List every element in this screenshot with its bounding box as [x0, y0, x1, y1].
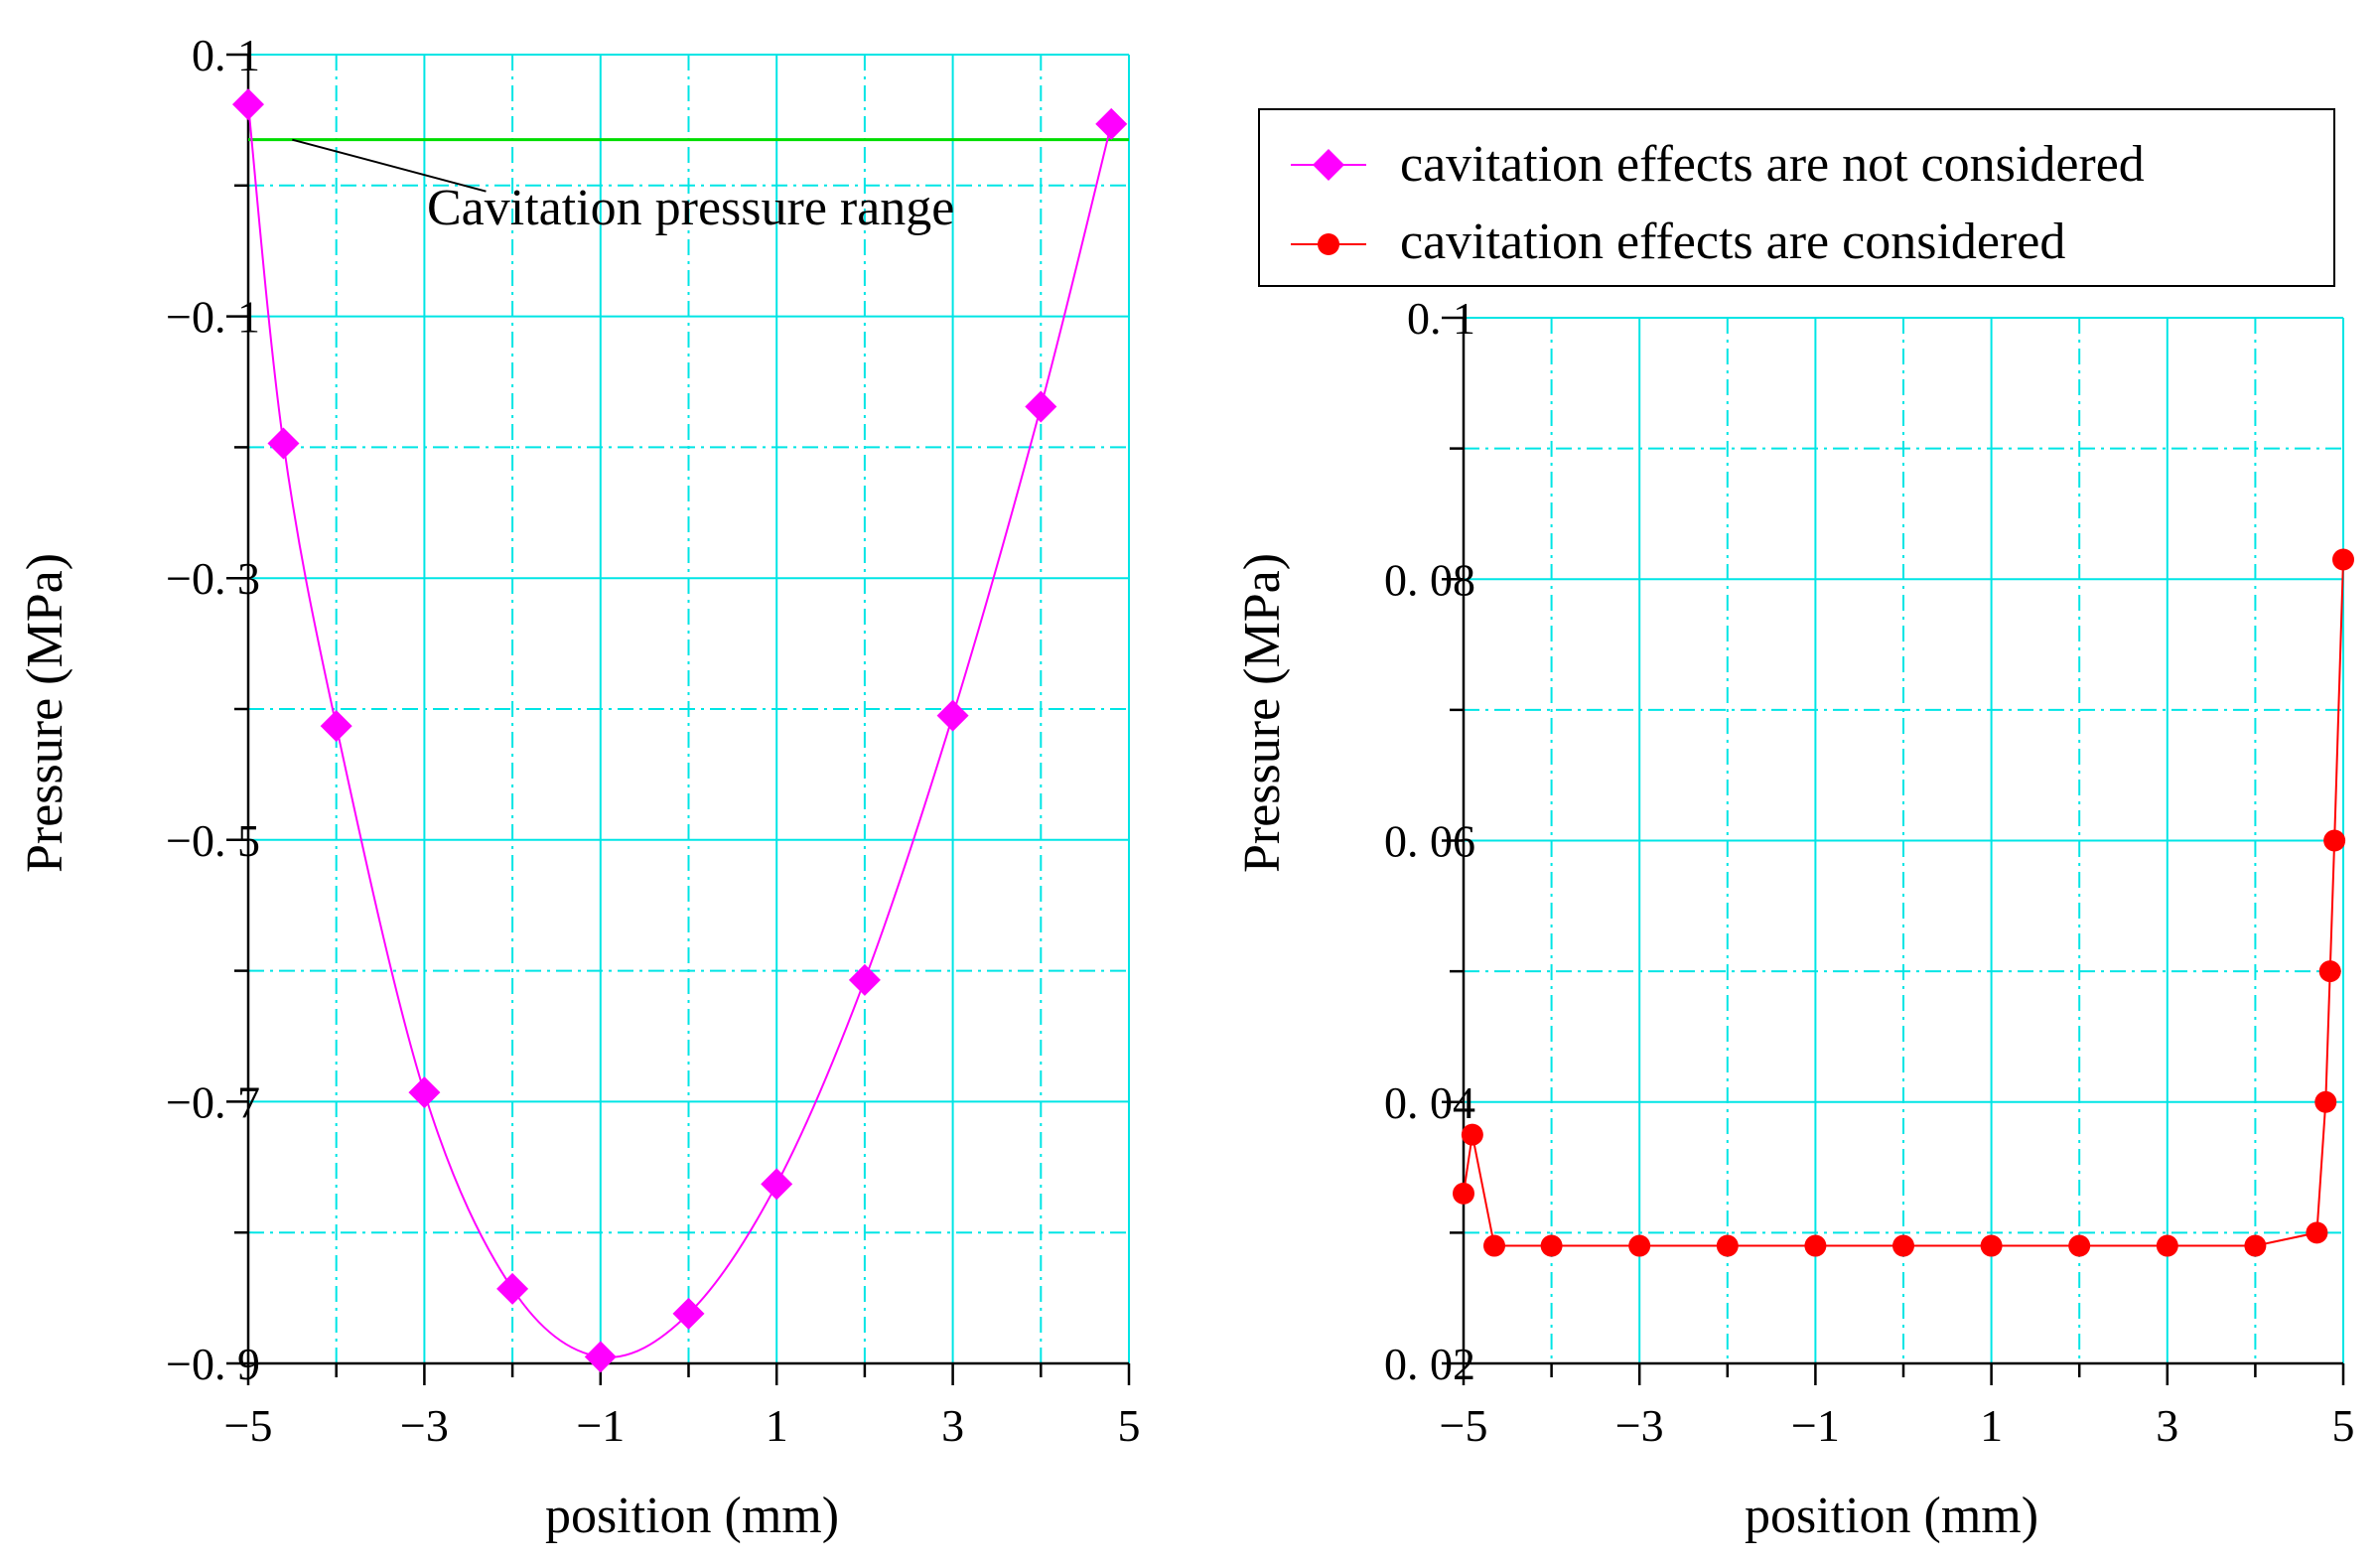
legend-label-considered: cavitation effects are considered [1400, 214, 2065, 270]
right-chart-circle-point [1483, 1234, 1506, 1257]
right-chart-circle-point [1540, 1234, 1563, 1257]
right-chart-tick-labels: −5 −3 −1 1 3 5 0. 1 0. 08 0. 06 0. 04 0. 02 [1384, 293, 2355, 1451]
right-chart-x-tick-label: 1 [1980, 1400, 2003, 1451]
left-chart-series-line [247, 103, 1113, 1358]
right-chart-x-tick-label: −5 [1440, 1400, 1488, 1451]
right-chart-y-tick-label: 0. 1 [1407, 293, 1475, 344]
right-chart-x-tick-label: −1 [1791, 1400, 1840, 1451]
left-chart-axes [226, 53, 1131, 1385]
circle-marker-icon [1318, 233, 1339, 255]
right-chart-grid [1464, 317, 2344, 1364]
left-chart-x-tick-label: 1 [766, 1400, 788, 1451]
cavitation-annotation: Cavitation pressure range [248, 138, 1129, 236]
right-chart-circle-point [2244, 1234, 2267, 1257]
left-chart: −5 −3 −1 1 3 5 0. 1 −0. 1 −0. 3 −0. 5 −0. 7 −0. 9 C… [17, 30, 1141, 1544]
left-chart-diamond-point [232, 88, 264, 121]
right-chart-y-tick-label: 0. 04 [1384, 1077, 1475, 1128]
right-chart-circle-point [1716, 1234, 1739, 1257]
left-chart-diamond-point [848, 963, 881, 996]
left-chart-series [232, 88, 1128, 1373]
legend-label-not-considered: cavitation effects are not considered [1400, 136, 2145, 193]
right-chart: −5 −3 −1 1 3 5 0. 1 0. 08 0. 06 0. 04 0. 02 positi… [1234, 293, 2355, 1544]
left-chart-diamond-point [936, 699, 969, 732]
right-chart-circle-point [2323, 829, 2346, 852]
right-chart-circle-point [1980, 1234, 2003, 1257]
right-chart-circle-point [2306, 1221, 2328, 1244]
left-chart-x-tick-label: −3 [400, 1400, 449, 1451]
left-chart-x-tick-label: 3 [941, 1400, 964, 1451]
left-chart-diamond-point [584, 1341, 617, 1373]
cavitation-annotation-leader [292, 138, 487, 193]
right-chart-circle-point [2332, 548, 2354, 571]
left-chart-tick-labels: −5 −3 −1 1 3 5 0. 1 −0. 1 −0. 3 −0. 5 −0. 7 −0. 9 [166, 30, 1140, 1451]
left-chart-y-tick-label: −0. 3 [166, 553, 260, 604]
left-chart-y-axis-title: Pressure (MPa) [17, 553, 73, 873]
right-chart-circle-point [1628, 1234, 1651, 1257]
legend-box [1258, 108, 2335, 287]
left-chart-diamond-point [267, 427, 300, 460]
right-chart-circle-point [1453, 1182, 1474, 1205]
diamond-marker-icon [1313, 149, 1344, 181]
left-chart-diamond-point [320, 710, 352, 743]
right-chart-x-tick-label: 5 [2332, 1400, 2355, 1451]
left-chart-y-tick-label: −0. 9 [166, 1339, 260, 1389]
right-chart-x-tick-label: −3 [1615, 1400, 1664, 1451]
right-chart-circle-point [2318, 960, 2341, 983]
right-chart-circle-point [1804, 1234, 1827, 1257]
left-chart-x-axis-title: position (mm) [545, 1488, 839, 1544]
left-chart-grid [248, 54, 1130, 1364]
left-chart-diamond-point [761, 1168, 793, 1201]
right-chart-circle-point [2156, 1234, 2178, 1257]
right-chart-circle-point [2068, 1234, 2091, 1257]
right-chart-circle-point [1892, 1234, 1914, 1257]
right-chart-axes [1442, 316, 2345, 1385]
right-chart-y-axis-title: Pressure (MPa) [1234, 553, 1291, 873]
left-chart-y-tick-label: 0. 1 [192, 30, 260, 80]
right-chart-y-tick-label: 0. 06 [1384, 816, 1475, 867]
left-chart-diamond-point [1095, 107, 1128, 140]
left-chart-diamond-point [496, 1272, 529, 1305]
left-chart-diamond-point [672, 1297, 705, 1330]
left-chart-diamond-point [408, 1076, 441, 1109]
right-chart-y-tick-label: 0. 08 [1384, 554, 1475, 605]
left-chart-y-tick-label: −0. 5 [166, 815, 260, 866]
right-chart-circle-point [2314, 1090, 2337, 1113]
left-chart-y-tick-label: −0. 7 [166, 1076, 260, 1127]
left-chart-x-tick-label: −5 [224, 1400, 273, 1451]
right-chart-y-tick-label: 0. 02 [1384, 1339, 1475, 1389]
left-chart-x-tick-label: −1 [576, 1400, 625, 1451]
left-chart-diamond-point [1025, 390, 1057, 423]
left-chart-x-tick-label: 5 [1118, 1400, 1141, 1451]
right-chart-x-axis-title: position (mm) [1745, 1488, 2038, 1544]
legend: cavitation effects are not considered ca… [1258, 108, 2335, 287]
legend-item-considered: cavitation effects are considered [1291, 214, 2065, 270]
cavitation-annotation-label: Cavitation pressure range [427, 180, 954, 236]
right-chart-x-tick-label: 3 [2156, 1400, 2178, 1451]
legend-item-not-considered: cavitation effects are not considered [1291, 136, 2145, 193]
right-chart-circle-point [1461, 1123, 1483, 1146]
right-chart-series [1453, 548, 2354, 1257]
left-chart-y-tick-label: −0. 1 [166, 292, 260, 343]
